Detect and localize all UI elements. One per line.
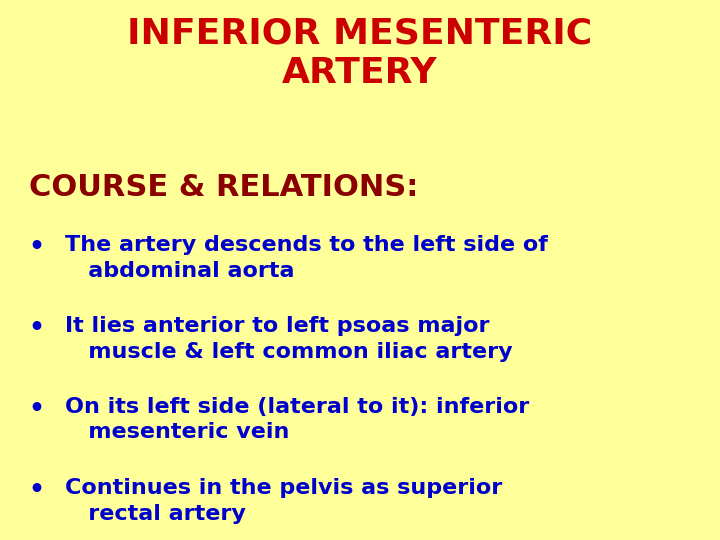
Text: It lies anterior to left psoas major
   muscle & left common iliac artery: It lies anterior to left psoas major mus… xyxy=(65,316,513,361)
Text: Continues in the pelvis as superior
   rectal artery: Continues in the pelvis as superior rect… xyxy=(65,478,502,523)
Text: On its left side (lateral to it): inferior
   mesenteric vein: On its left side (lateral to it): inferi… xyxy=(65,397,529,442)
Text: INFERIOR MESENTERIC
ARTERY: INFERIOR MESENTERIC ARTERY xyxy=(127,16,593,90)
Text: The artery descends to the left side of
   abdominal aorta: The artery descends to the left side of … xyxy=(65,235,548,280)
Text: •: • xyxy=(29,235,45,259)
Text: •: • xyxy=(29,397,45,421)
Text: •: • xyxy=(29,478,45,502)
Text: COURSE & RELATIONS:: COURSE & RELATIONS: xyxy=(29,173,418,202)
Text: •: • xyxy=(29,316,45,340)
